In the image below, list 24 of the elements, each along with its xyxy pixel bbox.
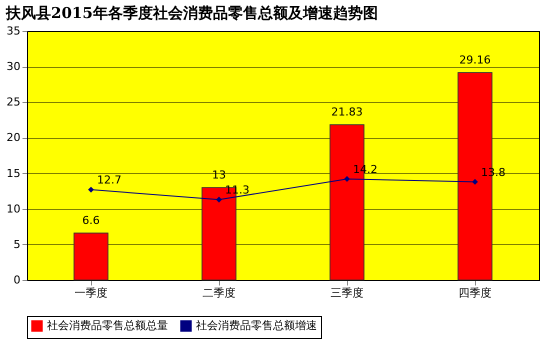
y-tick-label: 10 bbox=[6, 202, 20, 216]
legend-label: 社会消费品零售总额总量 bbox=[47, 319, 168, 332]
y-tick-label: 25 bbox=[6, 96, 20, 109]
data-label: 12.7 bbox=[97, 174, 122, 187]
legend-label: 社会消费品零售总额增速 bbox=[196, 319, 317, 332]
x-tick-label: 二季度 bbox=[202, 286, 236, 300]
x-tick-label: 三季度 bbox=[330, 286, 364, 300]
chart-title: 扶风县2015年各季度社会消费品零售总额及增速趋势图 bbox=[5, 4, 378, 22]
data-label: 21.83 bbox=[331, 106, 363, 119]
point bbox=[216, 196, 222, 203]
x-tick-label: 四季度 bbox=[458, 286, 492, 300]
y-tick-label: 35 bbox=[6, 24, 20, 38]
data-label: 13 bbox=[212, 168, 226, 182]
y-tick-label: 30 bbox=[6, 60, 20, 74]
data-label: 29.16 bbox=[459, 54, 491, 67]
y-tick-label: 20 bbox=[6, 131, 20, 144]
point bbox=[88, 186, 94, 193]
x-tick-label: 一季度 bbox=[74, 286, 108, 300]
y-tick-label: 0 bbox=[14, 274, 20, 286]
point bbox=[472, 178, 478, 185]
y-tick-label: 5 bbox=[14, 238, 20, 251]
bar bbox=[74, 232, 108, 280]
data-label: 6.6 bbox=[82, 214, 100, 228]
y-tick-label: 15 bbox=[6, 166, 20, 180]
